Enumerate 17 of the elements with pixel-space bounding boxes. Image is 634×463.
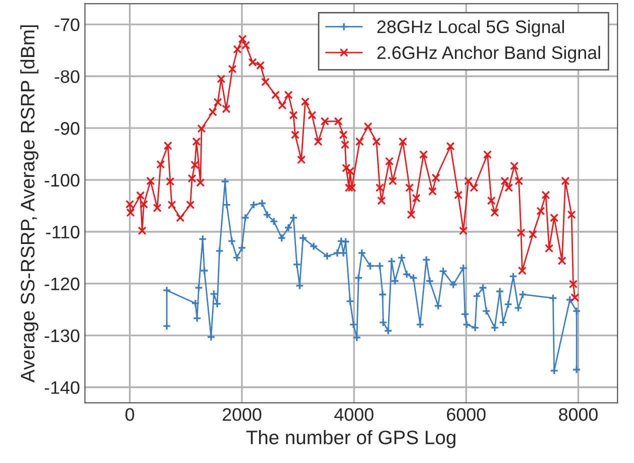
y-tick-label: -130 <box>44 329 80 342</box>
x-axis-title: The number of GPS Log <box>246 430 456 448</box>
x-tick-label: 2000 <box>222 408 262 421</box>
y-tick-label: -100 <box>44 174 80 187</box>
x-tick-label: 4000 <box>334 408 374 421</box>
y-tick-label: -80 <box>54 70 80 83</box>
y-tick-label: -70 <box>54 18 80 32</box>
y-tick-label: -110 <box>46 226 80 238</box>
x-tick-label: 8000 <box>558 408 598 421</box>
y-tick-label: -90 <box>54 122 80 135</box>
x-tick-label: 6000 <box>446 408 486 421</box>
y-tick-label: -120 <box>44 278 80 290</box>
legend-label: 28GHz Local 5G Signal <box>377 20 564 37</box>
y-axis-title: Average SS-RSRP, Average RSRP [dBm] <box>20 25 38 382</box>
legend-label: 2.6GHz Anchor Band Signal <box>377 46 600 63</box>
y-tick-label: -140 <box>44 381 80 394</box>
x-tick-label: 0 <box>125 408 134 421</box>
